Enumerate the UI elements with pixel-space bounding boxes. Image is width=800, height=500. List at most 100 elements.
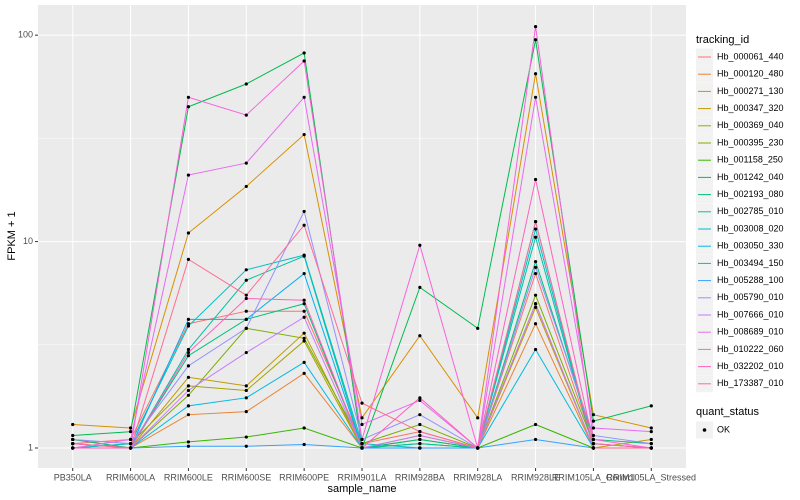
data-point — [302, 309, 306, 313]
legend-label: Hb_001158_250 — [717, 155, 783, 165]
y-tick-label: 10 — [23, 236, 33, 246]
data-point — [533, 25, 538, 29]
data-point — [476, 446, 480, 450]
data-point — [591, 442, 596, 446]
data-point — [244, 184, 248, 189]
data-point — [533, 38, 538, 42]
data-point — [71, 437, 75, 442]
data-point — [360, 401, 364, 405]
y-tick-label: 100 — [18, 30, 33, 40]
data-point — [533, 347, 538, 352]
x-tick-label: RRIM928LE — [511, 472, 560, 482]
data-point — [186, 231, 191, 235]
data-point — [244, 293, 248, 297]
legend-label: Hb_005790_010 — [717, 292, 784, 302]
data-point — [533, 265, 538, 269]
data-point — [533, 422, 538, 427]
data-point — [418, 430, 422, 434]
data-point — [360, 422, 364, 427]
x-tick-label: RRIM600PE — [279, 472, 329, 482]
data-point — [649, 437, 653, 442]
legend-label: Hb_003008_020 — [717, 223, 784, 233]
data-point — [186, 444, 191, 448]
data-point — [302, 360, 306, 364]
legend-label: Hb_007666_010 — [717, 309, 784, 319]
data-point — [128, 430, 133, 434]
data-point — [533, 72, 538, 76]
x-tick-label: RRIM600LE — [164, 472, 213, 482]
data-point — [128, 437, 133, 442]
point-legend-title: quant_status — [696, 406, 759, 418]
data-point — [476, 326, 480, 330]
x-tick-label: RRIM600SE — [221, 472, 271, 482]
data-point — [418, 243, 422, 247]
data-point — [533, 259, 538, 264]
legend-label: Hb_000347_320 — [717, 103, 784, 113]
legend-title: tracking_id — [696, 34, 749, 46]
data-point — [418, 285, 422, 289]
data-point — [186, 354, 191, 358]
data-point — [302, 223, 306, 227]
data-point — [302, 339, 306, 343]
data-point — [302, 302, 306, 306]
legend-label: Hb_003050_330 — [717, 241, 784, 251]
data-point — [244, 309, 248, 313]
data-point — [186, 404, 191, 408]
data-point — [302, 132, 306, 137]
data-point — [591, 433, 596, 438]
data-point — [418, 396, 422, 400]
data-point — [244, 296, 248, 301]
data-point — [244, 317, 248, 321]
data-point — [360, 446, 364, 450]
legend-label: Hb_000369_040 — [717, 120, 784, 130]
data-point — [533, 227, 538, 231]
legend-label: Hb_000120_480 — [717, 69, 784, 79]
legend-label: Hb_002193_080 — [717, 189, 784, 199]
x-tick-label: RRIM105LA_Control — [552, 472, 635, 482]
x-tick-label: RRIM901LA — [337, 472, 386, 482]
data-point — [649, 446, 653, 450]
data-point — [302, 442, 306, 447]
data-point — [476, 416, 480, 420]
data-point — [186, 364, 191, 368]
legend-label: Hb_032202_010 — [717, 361, 784, 371]
data-point — [591, 446, 596, 450]
data-point — [533, 302, 538, 306]
data-point — [302, 336, 306, 340]
data-point — [360, 416, 364, 420]
data-point — [418, 398, 422, 403]
data-point — [591, 413, 596, 417]
data-point — [649, 442, 653, 446]
data-point — [649, 404, 653, 408]
data-point — [186, 173, 191, 177]
data-point — [302, 426, 306, 430]
x-tick-label: RRIM928BA — [395, 472, 445, 482]
data-point — [533, 271, 538, 276]
legend-label: Hb_173387_010 — [717, 378, 784, 388]
data-point — [533, 293, 538, 297]
data-point — [418, 413, 422, 417]
data-point — [71, 433, 75, 438]
data-point — [244, 384, 248, 388]
legend-label: Hb_005288_100 — [717, 275, 784, 285]
data-point — [186, 105, 191, 109]
data-point — [186, 388, 191, 393]
data-point — [649, 426, 653, 430]
data-point — [71, 442, 75, 446]
data-point — [186, 384, 191, 388]
data-point — [533, 95, 538, 99]
data-point — [418, 422, 422, 427]
x-tick-label: RRIM928LA — [453, 472, 502, 482]
data-point — [418, 437, 422, 442]
data-point — [533, 305, 538, 309]
data-point — [302, 51, 306, 55]
data-point — [533, 437, 538, 442]
data-point — [128, 426, 133, 430]
data-point — [186, 322, 191, 326]
legend-label: Hb_003494_150 — [717, 258, 784, 268]
data-point — [302, 209, 306, 214]
data-point — [186, 440, 191, 444]
data-point — [244, 388, 248, 393]
data-point — [302, 59, 306, 63]
legend-label: Hb_000271_130 — [717, 86, 784, 96]
